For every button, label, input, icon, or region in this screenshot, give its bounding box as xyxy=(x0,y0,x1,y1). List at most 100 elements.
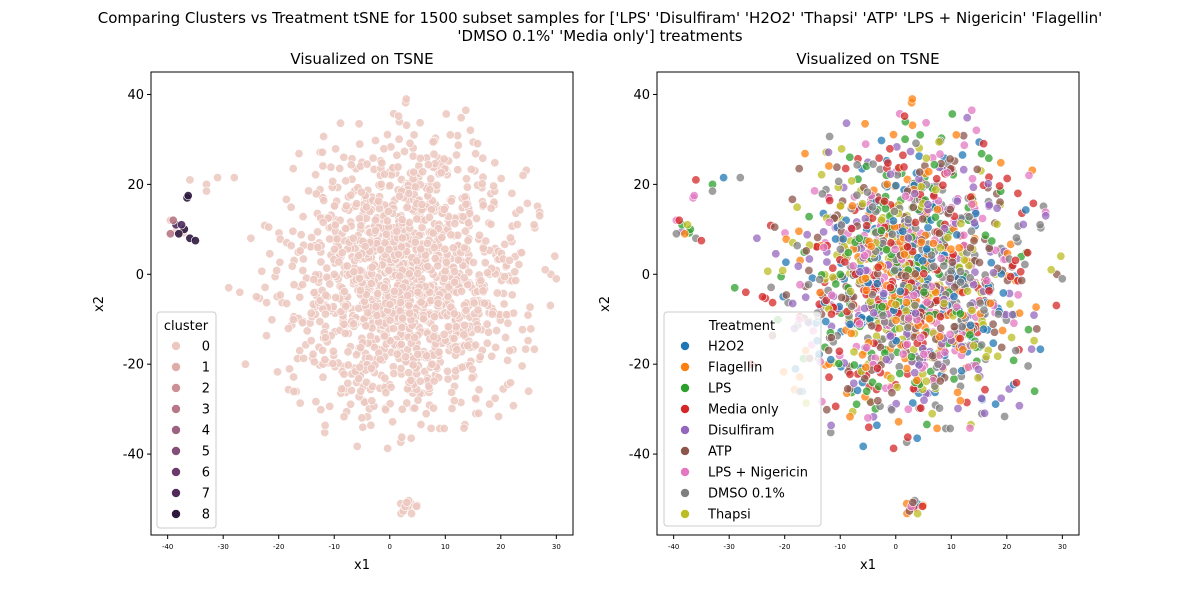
scatter-point xyxy=(991,399,1001,409)
scatter-point xyxy=(943,233,953,243)
scatter-point xyxy=(356,343,366,353)
scatter-point xyxy=(921,118,931,128)
x-tick-label: -40 xyxy=(668,543,679,551)
scatter-point xyxy=(264,222,274,232)
scatter-point xyxy=(307,233,317,243)
scatter-point xyxy=(318,217,328,227)
scatter-point xyxy=(335,164,345,174)
scatter-point xyxy=(965,423,975,433)
scatter-point xyxy=(886,331,896,341)
scatter-point xyxy=(295,398,305,408)
scatter-point xyxy=(947,109,957,119)
scatter-point xyxy=(804,265,814,275)
scatter-point xyxy=(1009,355,1019,365)
scatter-point xyxy=(427,359,437,369)
legend-label: 5 xyxy=(202,445,210,460)
scatter-point xyxy=(177,220,187,230)
scatter-point xyxy=(408,360,418,370)
x-tick-label: 20 xyxy=(496,543,505,551)
scatter-point xyxy=(397,242,407,252)
left-x-axis-label: x1 xyxy=(354,558,370,573)
scatter-point xyxy=(996,158,1006,168)
scatter-point xyxy=(824,372,834,382)
scatter-point xyxy=(928,351,938,361)
scatter-point xyxy=(371,302,381,312)
scatter-point xyxy=(980,230,990,240)
scatter-point xyxy=(461,105,471,115)
scatter-point xyxy=(922,297,932,307)
scatter-point xyxy=(367,396,377,406)
scatter-point xyxy=(835,244,845,254)
right-x-ticks: -40 -30 -20 -10 0 10 20 30 xyxy=(668,535,1067,551)
scatter-point xyxy=(857,350,867,360)
figure-suptitle-line2: 'DMSO 0.1%' 'Media only'] treatments xyxy=(457,27,742,45)
scatter-point xyxy=(437,233,447,243)
scatter-point xyxy=(972,164,982,174)
scatter-point xyxy=(356,386,366,396)
scatter-point xyxy=(793,261,803,271)
scatter-point xyxy=(394,191,404,201)
scatter-point xyxy=(890,245,900,255)
scatter-point xyxy=(287,261,297,271)
scatter-point xyxy=(887,405,897,415)
scatter-point xyxy=(1011,378,1021,388)
scatter-point xyxy=(462,182,472,192)
scatter-point xyxy=(289,386,299,396)
scatter-point xyxy=(551,274,561,284)
scatter-point xyxy=(914,360,924,370)
scatter-point xyxy=(475,352,485,362)
legend-marker xyxy=(680,404,690,414)
scatter-point xyxy=(898,349,908,359)
scatter-point xyxy=(289,372,299,382)
scatter-point xyxy=(932,205,942,215)
scatter-point xyxy=(381,388,391,398)
scatter-point xyxy=(730,283,740,293)
scatter-point xyxy=(980,385,990,395)
scatter-point xyxy=(854,319,864,329)
scatter-point xyxy=(862,386,872,396)
scatter-point xyxy=(304,186,314,196)
scatter-point xyxy=(298,254,308,264)
scatter-point xyxy=(446,196,456,206)
scatter-point xyxy=(380,331,390,341)
scatter-point xyxy=(847,201,857,211)
scatter-point xyxy=(443,374,453,384)
scatter-point xyxy=(325,279,335,289)
scatter-point xyxy=(346,399,356,409)
scatter-point xyxy=(1021,205,1031,215)
scatter-point xyxy=(461,199,471,209)
scatter-point xyxy=(955,266,965,276)
scatter-point xyxy=(478,286,488,296)
scatter-point xyxy=(492,288,502,298)
scatter-point xyxy=(224,283,234,293)
scatter-point xyxy=(964,212,974,222)
scatter-point xyxy=(918,256,928,266)
scatter-point xyxy=(787,194,797,204)
scatter-point xyxy=(463,341,473,351)
scatter-point xyxy=(311,397,321,407)
scatter-point xyxy=(977,149,987,159)
scatter-point xyxy=(426,205,436,215)
y-tick-label: -20 xyxy=(629,358,650,373)
scatter-point xyxy=(862,343,872,353)
scatter-point xyxy=(229,173,239,183)
scatter-point xyxy=(671,229,681,239)
scatter-point xyxy=(936,323,946,333)
scatter-point xyxy=(315,316,325,326)
scatter-point xyxy=(525,302,535,312)
x-tick-label: 30 xyxy=(552,543,561,551)
scatter-point xyxy=(523,336,533,346)
scatter-point xyxy=(916,403,926,413)
scatter-point xyxy=(843,248,853,258)
scatter-point xyxy=(366,279,376,289)
scatter-point xyxy=(429,243,439,253)
scatter-point xyxy=(397,432,407,442)
scatter-point xyxy=(517,361,527,371)
scatter-point xyxy=(892,382,902,392)
legend-label: 6 xyxy=(202,466,210,481)
scatter-point xyxy=(383,206,393,216)
scatter-point xyxy=(401,120,411,130)
scatter-point xyxy=(413,395,423,405)
y-tick-label: -40 xyxy=(123,448,144,463)
scatter-point xyxy=(407,509,417,519)
